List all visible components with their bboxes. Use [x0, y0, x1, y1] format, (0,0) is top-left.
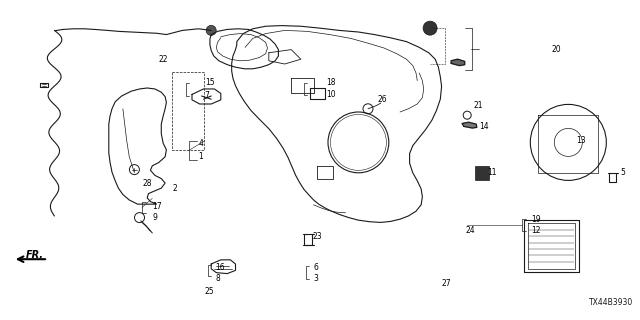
Text: 9: 9: [152, 213, 157, 222]
Text: 17: 17: [152, 202, 162, 211]
Text: 12: 12: [531, 226, 541, 235]
Text: TX44B3930: TX44B3930: [589, 298, 634, 307]
Text: 18: 18: [326, 78, 336, 87]
Text: 22: 22: [159, 55, 168, 64]
Circle shape: [423, 21, 437, 35]
Polygon shape: [462, 122, 477, 128]
Text: 2: 2: [173, 184, 177, 193]
Text: 14: 14: [479, 122, 488, 131]
Text: 25: 25: [205, 287, 214, 296]
Text: 13: 13: [576, 136, 586, 145]
Text: 26: 26: [378, 95, 387, 104]
Text: 27: 27: [442, 279, 451, 288]
Text: 1: 1: [198, 152, 203, 161]
Text: 3: 3: [314, 274, 319, 283]
Text: 5: 5: [621, 168, 626, 177]
Text: 16: 16: [216, 263, 225, 272]
Text: 6: 6: [314, 263, 319, 272]
Text: 19: 19: [531, 215, 541, 224]
Bar: [475, 166, 489, 180]
Polygon shape: [451, 59, 465, 66]
Circle shape: [206, 25, 216, 36]
Text: 7: 7: [205, 92, 210, 100]
Text: 23: 23: [312, 232, 322, 241]
Text: 4: 4: [198, 140, 204, 148]
Text: FR.: FR.: [26, 250, 44, 260]
Text: 10: 10: [326, 90, 336, 99]
Text: 8: 8: [216, 274, 220, 283]
Text: 15: 15: [205, 78, 214, 87]
Text: 28: 28: [142, 180, 152, 188]
Text: 20: 20: [552, 45, 561, 54]
Text: 11: 11: [488, 168, 497, 177]
Text: 21: 21: [474, 101, 483, 110]
Text: 24: 24: [466, 226, 476, 235]
